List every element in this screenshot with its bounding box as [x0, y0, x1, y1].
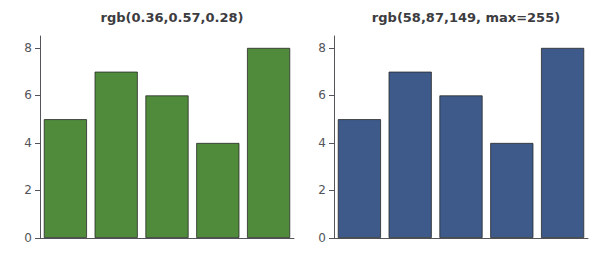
svg-text:6: 6	[24, 88, 32, 102]
svg-text:4: 4	[318, 136, 326, 150]
svg-text:rgb(58,87,149, max=255): rgb(58,87,149, max=255)	[372, 10, 560, 25]
svg-text:4: 4	[24, 136, 32, 150]
svg-text:2: 2	[24, 183, 32, 197]
svg-text:0: 0	[318, 231, 326, 245]
svg-text:8: 8	[24, 41, 32, 55]
svg-text:0: 0	[24, 231, 32, 245]
svg-text:8: 8	[318, 41, 326, 55]
svg-text:rgb(0.36,0.57,0.28): rgb(0.36,0.57,0.28)	[100, 10, 243, 25]
svg-text:2: 2	[318, 183, 326, 197]
svg-text:6: 6	[318, 88, 326, 102]
